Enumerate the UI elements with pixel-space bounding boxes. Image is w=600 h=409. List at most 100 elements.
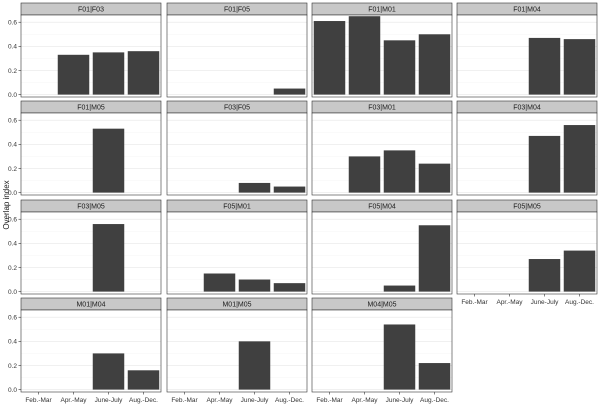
bar-f01-m01-2 [383,40,416,95]
panel-border [311,112,453,196]
bar-f05-m01-1 [203,273,236,292]
bar-m01-m05-2 [238,341,271,390]
facet-strip-label: F01|M04 [513,7,541,14]
x-tick-label: Feb.-Mar [171,397,198,404]
facet-strip-label: M01|M04 [76,302,105,309]
y-tick-label: 0.2 [8,166,17,173]
y-tick-label: 0.4 [8,142,17,149]
bar-f03-m01-1 [348,156,381,193]
y-tick-label: 0.0 [8,387,17,394]
x-tick-label: Aug.-Dec. [420,397,449,404]
y-tick-label: 0.6 [8,20,17,27]
panel-border [166,211,308,295]
bar-f05-m01-2 [238,279,271,292]
bar-f05-m01-3 [273,283,306,292]
facet-strip-label: M01|M05 [222,302,251,309]
x-tick-label: Apr.-May [206,397,233,404]
panel-border [311,211,453,295]
x-tick-label: June-July [95,397,124,404]
bar-f05-m04-2 [383,285,416,292]
facet-strip-label: F01|F05 [224,7,250,14]
facet-strip-label: F03|M01 [368,105,396,112]
panel-border [311,14,453,98]
y-tick-label: 0.2 [8,68,17,75]
facet-strip-label: F05|M01 [223,204,251,211]
panel-border [456,112,598,196]
bar-f05-m05-2 [528,259,561,292]
bar-f03-m05-2 [92,224,125,292]
y-tick-label: 0.6 [8,217,17,224]
panel-background [167,212,307,294]
facet-strip-label: F01|M01 [368,7,396,14]
panel-background [21,212,161,294]
y-tick-label: 0.2 [8,265,17,272]
bar-f01-f03-1 [57,54,90,95]
bar-f01-f03-3 [127,51,160,95]
bar-f03-m01-2 [383,150,416,193]
bar-f01-f03-2 [92,52,125,95]
panel-background [167,113,307,195]
y-tick-label: 0.4 [8,44,17,51]
bar-f05-m04-3 [418,225,451,292]
y-tick-label: 0.2 [8,363,17,370]
y-tick-label: 0.0 [8,289,17,296]
bar-f01-m04-2 [528,37,561,95]
x-tick-label: Feb.-Mar [316,397,343,404]
panel-border [456,211,598,295]
panel-background [167,15,307,97]
bar-f01-m04-3 [563,39,596,95]
y-tick-label: 0.0 [8,92,17,99]
bar-f03-m04-2 [528,135,561,193]
panel-background [21,113,161,195]
bar-f01-m01-3 [418,34,451,95]
y-tick-label: 0.4 [8,241,17,248]
x-tick-label: Aug.-Dec. [275,397,304,404]
panel-border [166,112,308,196]
panel-border [20,112,162,196]
x-tick-label: Apr.-May [351,397,378,404]
bar-f01-m01-0 [313,21,346,95]
panel-border [20,14,162,98]
bar-f01-m05-2 [92,128,125,193]
y-axis-label: Overlap index [2,180,11,229]
panel-border [20,211,162,295]
panel-border [166,309,308,393]
x-tick-label: Apr.-May [496,299,523,306]
facet-strip-label: F05|M04 [368,204,396,211]
bar-f05-m05-3 [563,250,596,292]
facet-strip-label: F01|M05 [77,105,105,112]
bar-f01-f05-3 [273,88,306,95]
facet-strip-label: F03|F05 [224,105,250,112]
panel-border [311,309,453,393]
facet-strip-label: F05|M05 [513,204,541,211]
x-tick-label: Feb.-Mar [25,397,52,404]
x-tick-label: Feb.-Mar [461,299,488,306]
bar-m01-m04-2 [92,353,125,390]
panel-border [166,14,308,98]
x-tick-label: June-July [241,397,270,404]
x-tick-label: Aug.-Dec. [129,397,158,404]
bar-m04-m05-3 [418,363,451,390]
x-tick-label: June-July [386,397,415,404]
bar-m01-m04-3 [127,370,160,390]
bar-f03-m01-3 [418,163,451,193]
bar-f03-f05-2 [238,182,271,193]
panel-border [456,14,598,98]
facet-strip-label: F03|M04 [513,105,541,112]
y-tick-label: 0.4 [8,339,17,346]
x-tick-label: June-July [531,299,560,306]
bar-f01-m01-1 [348,16,381,95]
y-tick-label: 0.0 [8,190,17,197]
panel-border [20,309,162,393]
panel-background [167,310,307,392]
facet-strip-label: F03|M05 [77,204,105,211]
y-tick-label: 0.6 [8,118,17,125]
x-tick-label: Aug.-Dec. [565,299,594,306]
bar-f03-m04-3 [563,125,596,193]
facet-strip-label: M04|M05 [367,302,396,309]
facet-strip-label: F01|F03 [78,7,104,14]
bar-m04-m05-2 [383,324,416,390]
x-tick-label: Apr.-May [60,397,87,404]
bar-f03-f05-3 [273,186,306,193]
